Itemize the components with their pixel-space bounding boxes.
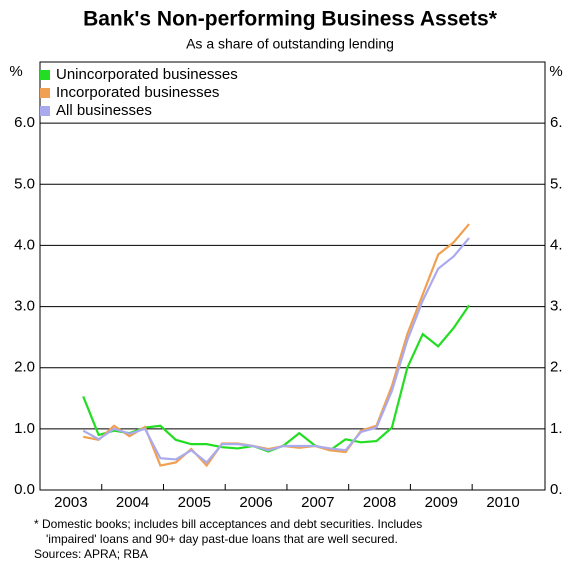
x-tick-label: 2006 bbox=[239, 494, 272, 511]
y2-tick-label: 3.0 bbox=[550, 298, 563, 315]
x-tick-label: 2003 bbox=[54, 494, 87, 511]
y2-tick-label: 2.0 bbox=[550, 359, 563, 376]
x-tick-label: 2010 bbox=[486, 494, 519, 511]
x-tick-label: 2008 bbox=[363, 494, 396, 511]
legend-label: Unincorporated businesses bbox=[56, 66, 238, 83]
y2-axis-label: % bbox=[549, 63, 562, 80]
y-axis-label: % bbox=[9, 63, 22, 80]
y2-tick-label: 4.0 bbox=[550, 236, 563, 253]
footnote: * Domestic books; includes bill acceptan… bbox=[34, 517, 422, 531]
y-tick-label: 4.0 bbox=[14, 236, 35, 253]
footnote: 'impaired' loans and 90+ day past-due lo… bbox=[46, 532, 398, 546]
y-tick-label: 2.0 bbox=[14, 359, 35, 376]
y-tick-label: 6.0 bbox=[14, 114, 35, 131]
x-tick-label: 2007 bbox=[301, 494, 334, 511]
y2-tick-label: 5.0 bbox=[550, 175, 563, 192]
x-tick-label: 2004 bbox=[116, 494, 149, 511]
y2-tick-label: 1.0 bbox=[550, 420, 563, 437]
legend-swatch bbox=[40, 70, 50, 80]
y-tick-label: 5.0 bbox=[14, 175, 35, 192]
legend-label: All businesses bbox=[56, 102, 152, 119]
sources: Sources: APRA; RBA bbox=[34, 547, 148, 561]
y2-tick-label: 6.0 bbox=[550, 114, 563, 131]
legend-swatch bbox=[40, 106, 50, 116]
x-tick-label: 2005 bbox=[178, 494, 211, 511]
chart-subtitle: As a share of outstanding lending bbox=[186, 36, 394, 52]
y2-tick-label: 0.0 bbox=[550, 481, 563, 498]
y-tick-label: 3.0 bbox=[14, 298, 35, 315]
y-tick-label: 1.0 bbox=[14, 420, 35, 437]
chart-title: Bank's Non-performing Business Assets* bbox=[83, 8, 498, 31]
x-tick-label: 2009 bbox=[425, 494, 458, 511]
y-tick-label: 0.0 bbox=[14, 481, 35, 498]
legend-label: Incorporated businesses bbox=[56, 84, 219, 101]
legend-swatch bbox=[40, 88, 50, 98]
line-series bbox=[82, 237, 470, 465]
